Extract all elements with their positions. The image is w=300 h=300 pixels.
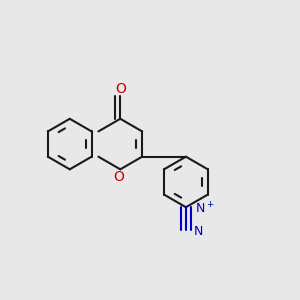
Text: N: N xyxy=(194,225,204,238)
Text: O: O xyxy=(113,170,124,184)
Text: N$^+$: N$^+$ xyxy=(195,201,214,216)
Text: O: O xyxy=(115,82,126,96)
